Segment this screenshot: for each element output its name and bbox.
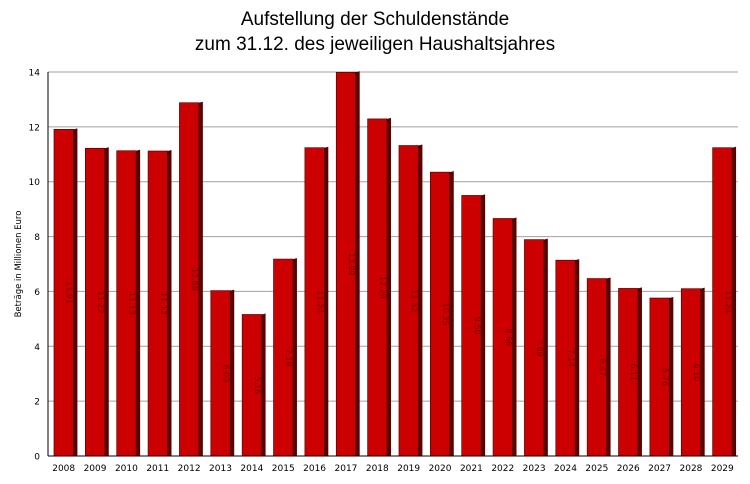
- x-tick-label: 2018: [366, 464, 389, 474]
- bar-value-label: 11.24: [316, 290, 325, 313]
- y-axis-label: Beträge in Millionen Euro: [14, 211, 24, 318]
- chart-title-line-1: Aufstellung der Schuldenstände: [240, 9, 510, 30]
- y-tick-label: 10: [29, 178, 41, 188]
- x-tick-label: 2010: [115, 464, 138, 474]
- x-tick-label: 2027: [648, 464, 671, 474]
- bar-side: [449, 171, 454, 456]
- x-tick-label: 2017: [335, 464, 358, 474]
- y-tick-label: 6: [34, 288, 40, 298]
- bar-side: [669, 297, 674, 456]
- bar-value-label: 13.99: [347, 253, 356, 276]
- bar-side: [167, 149, 172, 456]
- x-tick-label: 2028: [680, 464, 703, 474]
- bar-side: [606, 277, 611, 456]
- bar-value-label: 11.24: [723, 290, 732, 313]
- x-tick-label: 2015: [272, 464, 295, 474]
- bar-side: [481, 194, 486, 456]
- bar-side: [136, 149, 141, 456]
- bar-value-label: 11.12: [159, 292, 168, 315]
- y-tick-label: 2: [34, 398, 40, 408]
- x-tick-label: 2013: [209, 464, 232, 474]
- bar-side: [732, 146, 737, 456]
- bar-side: [261, 313, 266, 456]
- bar-value-label: 5.16: [253, 376, 262, 394]
- x-tick-label: 2025: [585, 464, 608, 474]
- x-tick-label: 2012: [178, 464, 201, 474]
- bar-side: [324, 146, 329, 456]
- bar-side: [637, 287, 642, 456]
- x-tick-label: 2022: [491, 464, 514, 474]
- bar-value-label: 10.35: [441, 303, 450, 326]
- bar-side: [512, 217, 517, 456]
- x-tick-label: 2024: [554, 464, 577, 474]
- bar-value-label: 8.66: [504, 328, 513, 346]
- y-tick-label: 4: [34, 343, 40, 353]
- bar-side: [418, 144, 423, 456]
- bar-value-label: 7.18: [284, 349, 293, 367]
- x-tick-label: 2009: [84, 464, 107, 474]
- x-tick-label: 2023: [523, 464, 546, 474]
- bar-side: [355, 71, 360, 456]
- bar-value-label: 6.11: [629, 363, 638, 381]
- bar-value-label: 11.32: [410, 289, 419, 312]
- bar-value-label: 5.76: [661, 368, 670, 386]
- x-tick-label: 2014: [240, 464, 263, 474]
- x-tick-label: 2020: [429, 464, 452, 474]
- bar-side: [292, 258, 297, 456]
- chart-title-line-2: zum 31.12. des jeweiligen Haushaltsjahre…: [194, 34, 556, 55]
- y-tick-label: 8: [34, 233, 40, 243]
- bar-side: [73, 128, 78, 456]
- bar-side: [230, 289, 235, 456]
- x-tick-label: 2016: [303, 464, 326, 474]
- bar-value-label: 6.47: [598, 358, 607, 376]
- bar-side: [387, 117, 392, 456]
- bar-value-label: 12.29: [378, 276, 387, 299]
- bar-side: [543, 238, 548, 456]
- x-tick-label: 2011: [146, 464, 169, 474]
- bar-value-label: 7.14: [567, 349, 576, 367]
- bar-value-label: 7.89: [535, 339, 544, 357]
- bar-value-label: 11.91: [65, 281, 74, 304]
- bar-value-label: 6.10: [692, 363, 701, 381]
- bar-value-label: 11.13: [127, 292, 136, 315]
- bar-value-label: 11.22: [96, 291, 105, 314]
- y-tick-label: 0: [34, 453, 40, 463]
- bar-value-label: 9.50: [472, 317, 481, 335]
- x-tick-label: 2008: [52, 464, 75, 474]
- x-tick-label: 2019: [397, 464, 420, 474]
- bar-value-label: 6.03: [222, 364, 231, 382]
- bar-side: [198, 101, 203, 456]
- bar-side: [104, 147, 109, 456]
- bar-value-label: 12.88: [190, 268, 199, 291]
- bar-side: [700, 287, 705, 456]
- bar-side: [575, 259, 580, 456]
- x-tick-label: 2029: [711, 464, 734, 474]
- y-tick-label: 12: [29, 123, 40, 133]
- y-tick-label: 14: [29, 69, 41, 79]
- x-tick-label: 2021: [460, 464, 483, 474]
- x-tick-label: 2026: [617, 464, 640, 474]
